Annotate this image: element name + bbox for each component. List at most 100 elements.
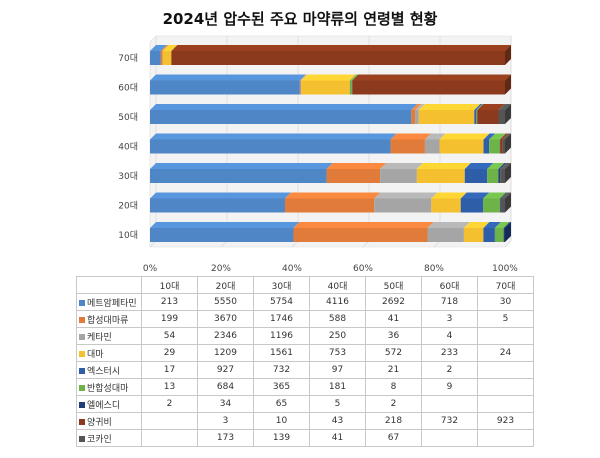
bar-top-segment [150,133,397,140]
bar-top-segment [349,74,357,81]
x-tick-label: 0% [143,264,158,274]
table-cell: 9 [421,378,478,396]
bar-top-segment [380,163,423,169]
table-row: 엘에스디 2 34 65 5 2 [76,395,534,413]
series-label-cell: 케타민 [76,327,142,345]
bar-segment [380,169,417,183]
bar-segment [487,169,499,183]
bar-top-segment [374,192,438,199]
bar-top-segment [411,104,422,110]
bar-side-face [505,45,511,65]
y-tick-label: 20대 [118,201,138,212]
bar-top-segment [499,133,507,140]
bar-top-segment [476,104,484,110]
bar-segment [160,51,163,65]
table-row: 케타민 54 2346 1196 250 36 4 [76,327,534,345]
bar-segment [415,110,419,124]
bar-segment [352,80,505,95]
table-row: 양귀비 3 10 43 218 732 923 [76,412,534,430]
table-cell: 65 [253,395,310,413]
table-row: 메트암페타민 213 5550 5754 4116 2692 718 30 [76,293,534,311]
bar-segment [374,198,432,213]
bar-top-segment [300,74,308,81]
bar-segment [477,110,499,124]
legend-label: 코카인 [87,434,112,445]
legend-swatch [79,334,85,340]
bar-segment [494,228,504,242]
bar-top-segment [150,163,333,169]
legend-swatch [79,419,85,425]
bar-top-segment [439,133,490,140]
legend-swatch [79,402,85,408]
bar-segment [293,228,428,242]
bar-segment [299,80,301,95]
stacked-bar-chart: 0% 20% 40% 60% 80% 100% 10대 20대 30대 40대 50대 60대 70대 [118,35,518,274]
bar-segment [476,110,478,124]
bar-top-segment [150,45,167,51]
table-row: 합성대마류 199 3670 1746 588 41 3 5 [76,310,534,328]
x-tick-label: 80% [424,264,444,274]
table-cell: 17 [141,361,198,379]
bar-segment [483,139,490,154]
bar-side-face [505,74,511,95]
legend-label: 케타민 [87,332,112,343]
table-cell: 41 [309,429,366,447]
table-cell: 5550 [197,293,254,311]
bar-segment [464,169,488,183]
bar-top-segment [150,104,418,110]
table-cell: 13 [141,378,198,396]
table-column-header: 40대 [309,276,366,294]
bar-segment [150,139,391,154]
table-cell: 732 [253,361,310,379]
bar-top-segment [463,222,490,228]
table-column-header: 50대 [365,276,422,294]
bar-segment [483,198,500,213]
table-cell: 5 [309,395,366,413]
table-cell: 199 [141,310,198,328]
bar-segment [300,80,302,95]
series-label-cell: 코카인 [76,429,142,447]
table-column-header: 30대 [253,276,310,294]
table-cell: 4116 [309,293,366,311]
x-tick-label: 60% [353,264,373,274]
legend-swatch [79,368,85,374]
bar-top-segment [424,133,446,140]
legend-label: 메트암페타민 [87,298,137,309]
table-cell: 250 [309,327,366,345]
table-cell [477,378,534,396]
table-column-header: 20대 [197,276,254,294]
bar-segment [499,198,501,213]
x-tick-label: 100% [492,264,518,274]
legend-label: 양귀비 [87,417,112,428]
bar-top-segment [415,104,425,110]
table-cell: 41 [365,310,422,328]
bar-segment [474,110,477,124]
table-cell: 923 [477,412,534,430]
table-cell: 572 [365,344,422,362]
bar-top-segment [162,45,178,51]
table-row: 대마 29 1209 1561 753 572 233 24 [76,344,534,362]
table-cell [477,395,534,413]
series-label-cell: 합성대마류 [76,310,142,328]
bar-segment [439,139,484,154]
bar-top-segment [483,133,496,140]
bar-segment [150,198,285,213]
bar-top-segment [498,104,511,110]
bar-segment [150,80,300,95]
bar-segment [500,198,505,213]
table-cell: 3670 [197,310,254,328]
table-cell: 365 [253,378,310,396]
bar-top-segment [477,104,484,110]
bar-top-segment [477,104,505,110]
table-cell: 3 [421,310,478,328]
bar-segment [500,169,505,183]
legend-swatch [79,351,85,357]
table-row: 엑스터시 17 927 732 97 21 2 [76,361,534,379]
bar-top-segment [416,163,471,169]
bar-top-segment [150,74,306,81]
legend-label: 대마 [87,349,104,360]
bar-top-segment [418,104,481,110]
bar-top-segment [150,222,300,228]
table-cell: 30 [477,293,534,311]
table-cell: 927 [197,361,254,379]
